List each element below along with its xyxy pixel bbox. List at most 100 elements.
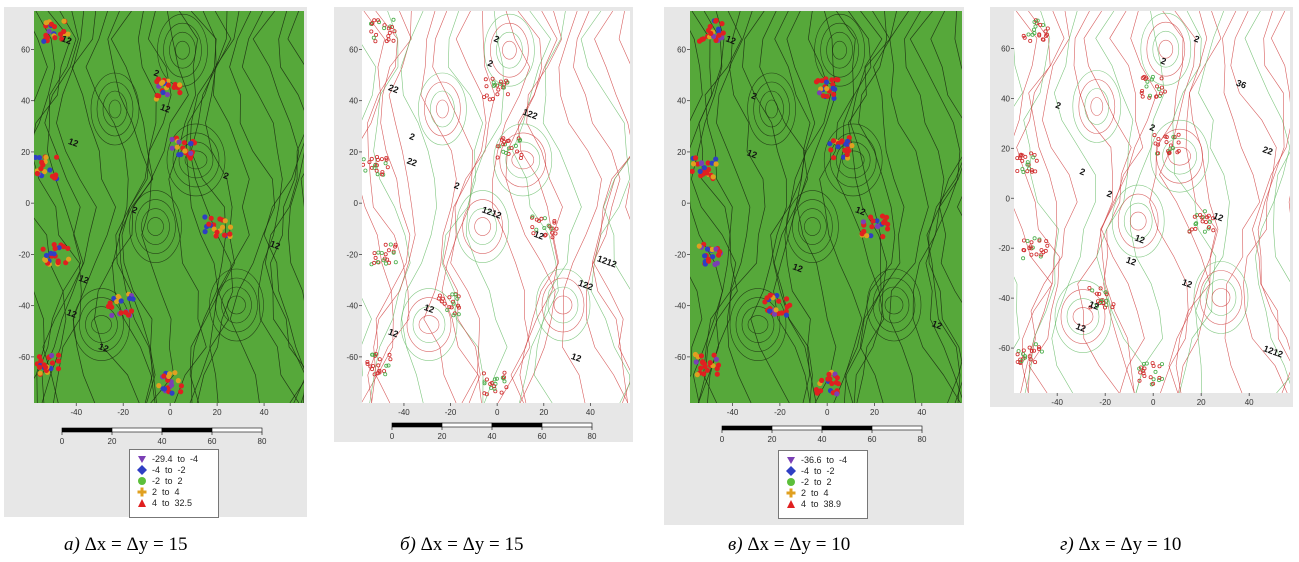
y-tick-label: -60	[998, 344, 1010, 353]
legend-item: 4 to 32.5	[130, 497, 218, 508]
caption-letter-d: г)	[1060, 534, 1074, 555]
anomaly-markers	[690, 17, 891, 397]
contour-label: 12	[1125, 255, 1138, 268]
x-tick-label: -40	[70, 408, 82, 417]
x-tick-label: 40	[1245, 398, 1254, 407]
legend-item: -4 to -2	[779, 465, 867, 476]
scale-tick-label: 0	[720, 435, 725, 444]
legend-label: -29.4 to -4	[152, 453, 199, 464]
y-tick-label: 40	[21, 97, 30, 106]
contour-label: 122	[577, 278, 595, 293]
legend-item: 2 to 4	[779, 487, 867, 498]
contour-label: 12	[65, 307, 78, 320]
contour-label: 2	[1148, 122, 1156, 133]
legend-label: 2 to 4	[801, 487, 829, 498]
y-tick-label: 60	[21, 45, 30, 54]
triangle-down-icon	[787, 456, 795, 464]
caption-formula-c: Δx = Δy = 10	[747, 534, 851, 555]
contour-label: 2	[486, 58, 494, 69]
legend-label: -4 to -2	[801, 465, 835, 476]
y-tick-label: 20	[677, 148, 686, 157]
scale-tick-label: 80	[258, 437, 267, 446]
x-tick-label: -20	[117, 408, 129, 417]
caption-c: в) Δx = Δy = 10	[728, 534, 850, 556]
scale-segment	[441, 422, 493, 428]
contour-label: 22	[387, 82, 400, 95]
y-tick-label: 60	[349, 45, 358, 54]
caption-letter-c: в)	[728, 534, 743, 555]
x-tick-label: -40	[1051, 398, 1063, 407]
scale-segment	[821, 425, 873, 431]
scale-tick-label: 20	[108, 437, 117, 446]
contour-label: 36	[1235, 78, 1248, 91]
y-tick-label: 60	[1001, 44, 1010, 53]
axes-a: 60 40 20 0 -20 -40 -60 -40 -20 0 20 40	[18, 45, 269, 417]
y-tick-label: 0	[1006, 194, 1011, 203]
y-tick-label: -60	[18, 353, 30, 362]
scale-segment	[491, 422, 543, 428]
scale-bar-b: 0 20 40 60 80	[390, 422, 597, 441]
scale-segment	[541, 422, 593, 428]
diamond-icon	[137, 464, 147, 475]
caption-formula-b: Δx = Δy = 15	[420, 534, 524, 555]
scale-segment	[211, 427, 263, 433]
contour-label: 12	[1181, 277, 1194, 290]
scale-segment	[161, 427, 213, 433]
panel-b: 2 2 22 122 2 22 2 1212 12 1212 122 12 12 12 60 40 20 0 -2…	[334, 7, 633, 442]
contour-label: 12	[97, 341, 110, 354]
y-tick-label: 20	[21, 148, 30, 157]
legend-item: -4 to -2	[130, 464, 218, 475]
scale-tick-label: 0	[390, 432, 395, 441]
scale-tick-label: 20	[768, 435, 777, 444]
contour-lines	[690, 11, 962, 403]
scale-tick-label: 40	[158, 437, 167, 446]
axes-c: 60 40 20 0 -20 -40 -60 -40 -20 0 20 40	[674, 45, 926, 417]
y-tick-label: 60	[677, 45, 686, 54]
scale-tick-label: 60	[208, 437, 217, 446]
legend-label: -2 to 2	[801, 476, 832, 487]
y-tick-label: -60	[674, 353, 686, 362]
contour-label: 2	[152, 68, 160, 79]
contour-label: 12	[791, 261, 804, 274]
scale-bar-c: 0 20 40 60 80	[720, 425, 927, 444]
contour-label: 12	[60, 33, 73, 46]
axes-d: 60 40 20 0 -20 -40 -60 -40 -20 0 20 40	[998, 44, 1254, 407]
contour-label: 2	[750, 90, 758, 101]
contour-map-d: 2 2 36 2 2 22 2 2 12 12 12 12 12 12 1212	[1014, 11, 1290, 393]
contour-lines	[34, 11, 304, 403]
contour-label: 2	[453, 180, 461, 191]
contour-label: 12	[1088, 299, 1101, 312]
legend-label: -4 to -2	[152, 464, 186, 475]
contour-label: 12	[533, 229, 546, 242]
contour-map-c: 12 2 12 12 12 12	[690, 11, 962, 403]
contour-label: 12	[67, 136, 80, 149]
scale-segment	[871, 425, 923, 431]
scale-segment	[61, 427, 113, 433]
y-tick-label: 0	[354, 199, 359, 208]
caption-d: г) Δx = Δy = 10	[1060, 534, 1181, 556]
contour-label: 12	[1074, 321, 1087, 334]
contour-label: 2	[131, 204, 139, 215]
contour-lines	[1014, 11, 1290, 393]
x-tick-label: 20	[870, 408, 879, 417]
y-tick-label: -20	[674, 250, 686, 259]
y-tick-label: -40	[18, 302, 30, 311]
legend-label: 4 to 32.5	[152, 497, 193, 508]
contour-map-b: 2 2 22 122 2 22 2 1212 12 1212 122 12 12 12	[362, 11, 630, 403]
x-tick-label: 20	[539, 408, 548, 417]
legend-label: 4 to 38.9	[801, 498, 842, 509]
x-tick-label: -20	[774, 408, 786, 417]
contour-label: 12	[854, 204, 867, 217]
triangle-down-icon	[138, 455, 146, 463]
scale-tick-label: 80	[588, 432, 597, 441]
scale-tick-label: 40	[818, 435, 827, 444]
anomaly-markers	[1015, 18, 1216, 387]
circle-icon	[787, 477, 795, 486]
contour-label: 2	[1159, 56, 1167, 67]
y-tick-label: -40	[998, 294, 1010, 303]
legend-label: -2 to 2	[152, 475, 183, 486]
scale-tick-label: 60	[538, 432, 547, 441]
y-tick-label: -40	[346, 302, 358, 311]
